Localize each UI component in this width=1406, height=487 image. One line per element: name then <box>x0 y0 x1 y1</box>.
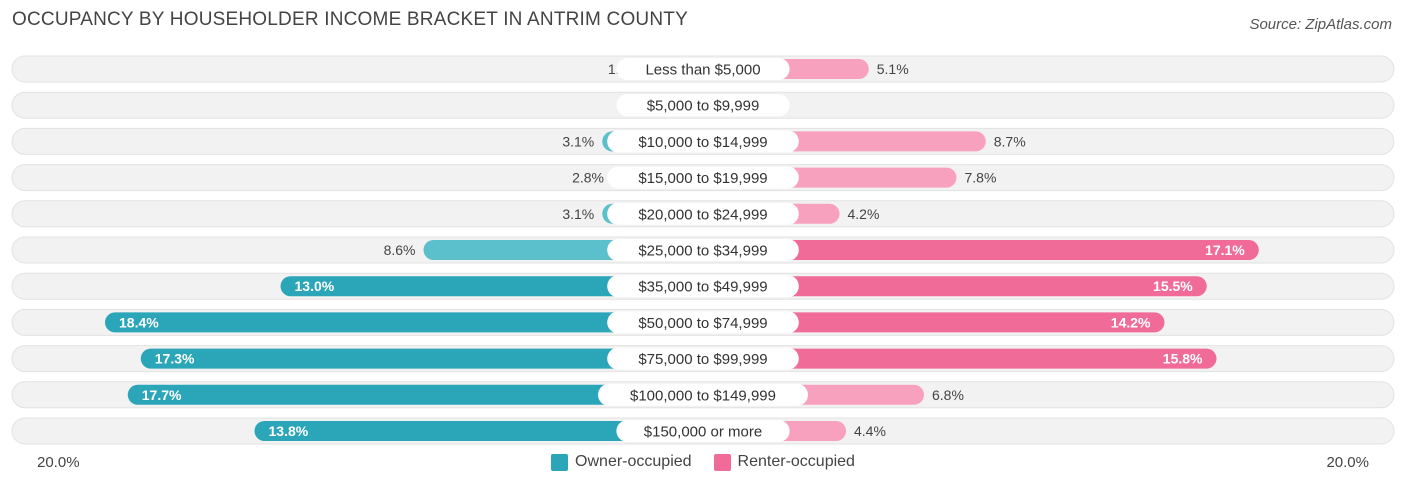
value-label-renter: 8.7% <box>994 133 1026 149</box>
legend: Owner-occupied Renter-occupied <box>0 453 1406 471</box>
value-label-owner: 3.1% <box>562 206 594 222</box>
category-label: $50,000 to $74,999 <box>638 315 767 332</box>
category-pill <box>607 166 799 189</box>
category-pill <box>607 202 799 225</box>
value-label-owner: 13.0% <box>295 278 335 294</box>
bar-renter <box>703 240 1259 260</box>
value-label-renter: 5.1% <box>877 61 909 77</box>
category-label: $10,000 to $14,999 <box>638 134 767 151</box>
bar-renter <box>703 348 1217 369</box>
value-label-renter: 15.5% <box>1153 278 1193 294</box>
value-label-owner: 17.7% <box>142 387 182 403</box>
category-label: Less than $5,000 <box>645 62 760 79</box>
value-label-renter: 4.2% <box>848 206 880 222</box>
category-label: $100,000 to $149,999 <box>630 387 776 404</box>
category-pill <box>616 58 790 80</box>
legend-label-owner: Owner-occupied <box>575 453 692 470</box>
bar-owner <box>280 276 703 297</box>
value-label-renter: 7.8% <box>965 170 997 186</box>
category-pill <box>616 94 790 117</box>
legend-swatch-owner <box>551 453 569 471</box>
legend-label-renter: Renter-occupied <box>737 453 855 470</box>
value-label-owner: 13.8% <box>269 423 309 439</box>
value-label-owner: 2.8% <box>572 170 604 186</box>
category-label: $15,000 to $19,999 <box>638 170 767 187</box>
legend-item-owner: Owner-occupied <box>551 453 692 471</box>
bar-renter <box>703 312 1165 333</box>
legend-item-renter: Renter-occupied <box>713 453 855 471</box>
value-label-renter: 4.4% <box>854 423 886 439</box>
chart-title: OCCUPANCY BY HOUSEHOLDER INCOME BRACKET … <box>12 9 688 30</box>
bar-owner <box>127 384 703 405</box>
legend-swatch-renter <box>713 453 731 471</box>
category-pill <box>607 275 799 298</box>
category-pill <box>607 239 799 261</box>
bar-owner <box>140 348 703 369</box>
category-pill <box>607 311 799 334</box>
bar-owner <box>254 421 703 441</box>
value-label-owner: 18.4% <box>119 314 159 330</box>
category-label: $5,000 to $9,999 <box>647 98 760 115</box>
value-label-owner: 8.6% <box>384 242 416 258</box>
category-pill <box>607 130 799 153</box>
value-label-owner: 17.3% <box>155 351 195 367</box>
chart-source: Source: ZipAtlas.com <box>1249 16 1392 33</box>
axis-label-right: 20.0% <box>1326 454 1369 471</box>
value-label-renter: 14.2% <box>1111 314 1151 330</box>
category-label: $25,000 to $34,999 <box>638 243 767 260</box>
category-label: $20,000 to $24,999 <box>638 206 767 223</box>
value-label-owner: 3.1% <box>562 133 594 149</box>
bar-owner <box>105 312 703 333</box>
category-pill <box>616 420 790 442</box>
value-label-renter: 6.8% <box>932 387 964 403</box>
category-label: $150,000 or more <box>644 424 762 441</box>
value-label-renter: 17.1% <box>1205 242 1245 258</box>
category-pill <box>598 383 808 406</box>
value-label-renter: 15.8% <box>1163 351 1203 367</box>
bar-renter <box>703 276 1207 297</box>
axis-label-left: 20.0% <box>37 454 80 471</box>
category-label: $75,000 to $99,999 <box>638 351 767 368</box>
category-label: $35,000 to $49,999 <box>638 279 767 296</box>
category-pill <box>607 347 799 370</box>
